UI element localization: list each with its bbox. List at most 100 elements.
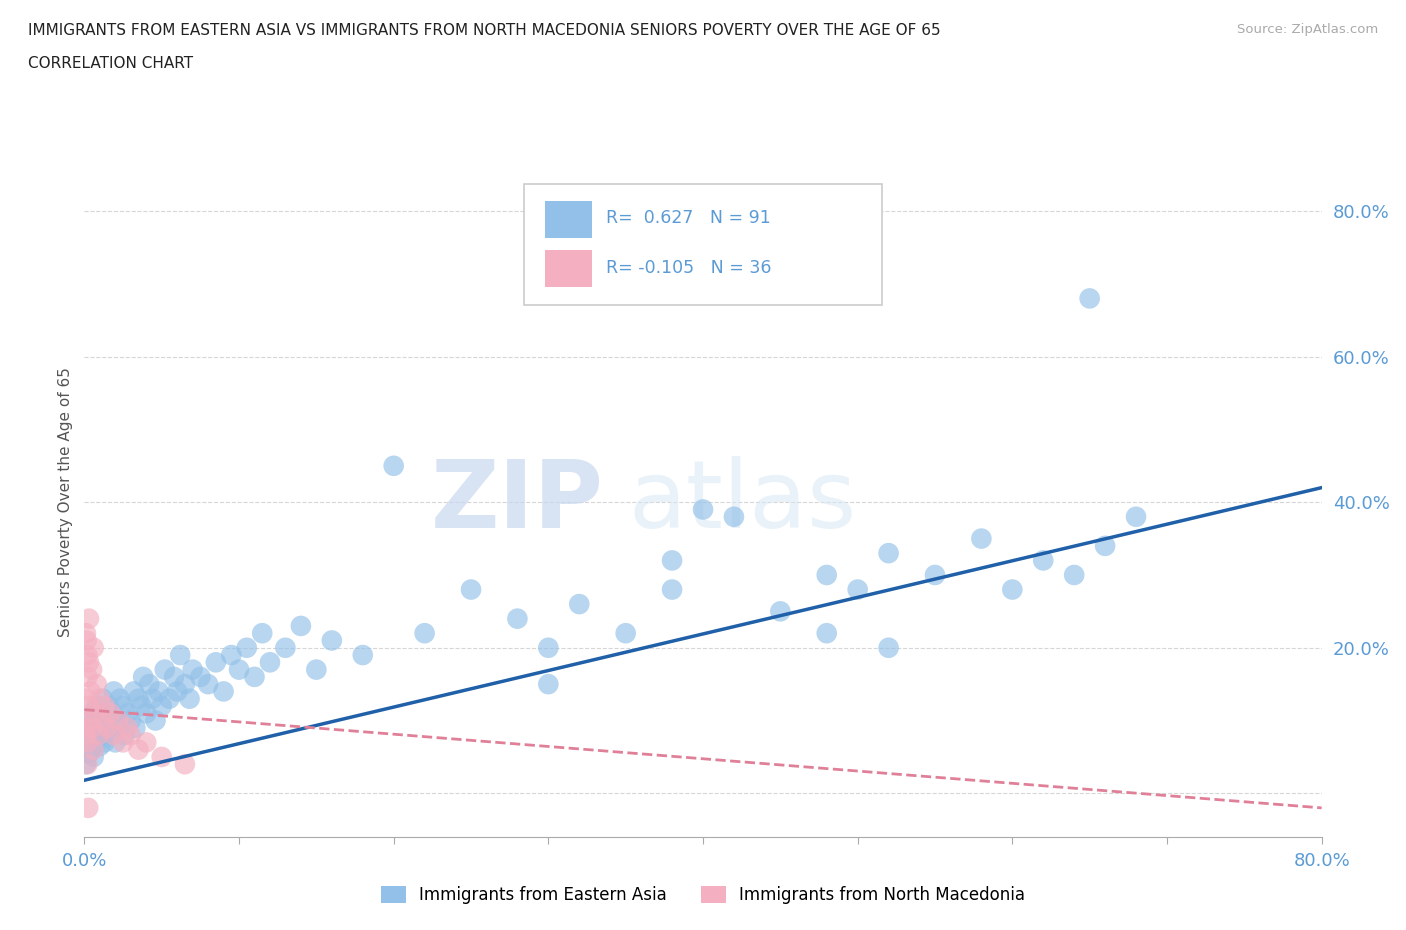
Point xyxy=(86,677,108,692)
Point xyxy=(75,727,97,742)
Point xyxy=(76,670,98,684)
Point xyxy=(188,670,211,684)
Point xyxy=(84,706,107,721)
Point xyxy=(1125,510,1147,525)
Legend: Immigrants from Eastern Asia, Immigrants from North Macedonia: Immigrants from Eastern Asia, Immigrants… xyxy=(373,878,1033,912)
Point xyxy=(568,597,591,612)
Point xyxy=(166,684,188,698)
Point xyxy=(76,647,98,662)
Point xyxy=(197,677,219,692)
Point xyxy=(82,706,104,721)
Point xyxy=(75,721,97,736)
Point xyxy=(107,721,129,736)
Point xyxy=(212,684,235,698)
Bar xyxy=(544,201,592,238)
Point xyxy=(661,553,683,568)
Point xyxy=(79,721,101,736)
Point xyxy=(76,735,98,750)
Point xyxy=(661,582,683,597)
Point xyxy=(205,655,228,670)
Point xyxy=(250,626,273,641)
Point xyxy=(290,618,312,633)
Point xyxy=(141,691,163,706)
Point xyxy=(460,582,482,597)
Point xyxy=(98,698,121,713)
Point xyxy=(305,662,328,677)
Point xyxy=(145,713,167,728)
Point xyxy=(87,721,110,736)
Bar xyxy=(544,250,592,286)
Point xyxy=(120,713,142,728)
Point xyxy=(970,531,993,546)
Point xyxy=(89,691,111,706)
Text: ZIP: ZIP xyxy=(432,457,605,548)
Point xyxy=(86,735,108,750)
Point xyxy=(96,721,118,736)
Point xyxy=(103,684,125,698)
Point xyxy=(537,677,560,692)
Point xyxy=(174,677,197,692)
Point xyxy=(243,670,266,684)
Point xyxy=(1094,538,1116,553)
Point xyxy=(104,735,127,750)
Point xyxy=(77,746,100,761)
Point xyxy=(117,721,139,736)
Point xyxy=(82,721,104,736)
Point xyxy=(135,735,157,750)
Point xyxy=(112,698,135,713)
Point xyxy=(169,647,191,662)
Point xyxy=(83,641,105,656)
Point xyxy=(382,458,405,473)
Point xyxy=(76,757,98,772)
Point xyxy=(274,641,297,656)
Point xyxy=(75,626,97,641)
Point xyxy=(174,757,197,772)
Point xyxy=(1032,553,1054,568)
Point xyxy=(93,735,115,750)
Point xyxy=(132,670,155,684)
Point xyxy=(122,684,145,698)
Point xyxy=(228,662,250,677)
Point xyxy=(924,567,946,582)
Point xyxy=(84,713,107,728)
Text: atlas: atlas xyxy=(628,457,858,548)
Point xyxy=(91,713,114,728)
Point xyxy=(148,684,170,698)
Point xyxy=(79,742,101,757)
Point xyxy=(413,626,436,641)
Point xyxy=(159,691,180,706)
Point xyxy=(127,691,149,706)
Point xyxy=(93,698,115,713)
Point xyxy=(259,655,281,670)
Point xyxy=(614,626,637,641)
Point xyxy=(83,742,105,757)
Point xyxy=(815,626,838,641)
Point xyxy=(103,727,125,742)
Point xyxy=(91,727,114,742)
Point xyxy=(124,721,146,736)
Point xyxy=(79,713,101,728)
Point xyxy=(150,698,173,713)
Point xyxy=(150,750,173,764)
Point xyxy=(100,727,122,742)
Point xyxy=(219,647,242,662)
Point xyxy=(179,691,201,706)
Point xyxy=(101,706,124,721)
Point xyxy=(1063,567,1085,582)
Text: CORRELATION CHART: CORRELATION CHART xyxy=(28,56,193,71)
Point xyxy=(107,713,129,728)
Point xyxy=(77,801,100,816)
Point xyxy=(82,662,104,677)
Point xyxy=(82,727,104,742)
Point xyxy=(120,727,142,742)
Point xyxy=(100,706,122,721)
Point xyxy=(138,677,160,692)
Point xyxy=(117,706,139,721)
Point xyxy=(75,691,97,706)
Point xyxy=(94,713,117,728)
Point xyxy=(1078,291,1101,306)
Text: R= -0.105   N = 36: R= -0.105 N = 36 xyxy=(606,259,772,277)
Point xyxy=(846,582,869,597)
Point xyxy=(87,727,110,742)
Point xyxy=(537,641,560,656)
